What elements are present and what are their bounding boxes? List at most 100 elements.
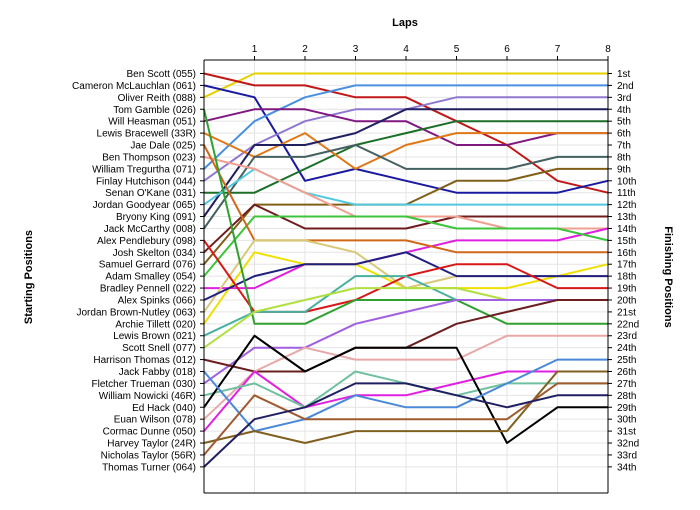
- lap-tick-label: 1: [252, 44, 258, 55]
- finishing-position-label: 1st: [617, 69, 631, 80]
- starting-position-label: Lewis Brown (021): [113, 331, 196, 342]
- starting-position-label: Ed Hack (040): [132, 403, 196, 414]
- starting-position-label: Jordan Brown-Nutley (063): [77, 307, 197, 318]
- starting-position-label: Jordan Goodyear (065): [93, 200, 196, 211]
- series-line-22: [203, 109, 608, 325]
- series-line-27: [203, 334, 608, 420]
- finishing-position-label: 27th: [617, 379, 636, 390]
- finishing-position-label: 32nd: [617, 439, 639, 450]
- lap-tick-label: 6: [504, 44, 510, 55]
- finishing-position-label: 30th: [617, 415, 636, 426]
- finishing-position-label: 19th: [617, 284, 636, 295]
- finishing-position-label: 13th: [617, 212, 636, 223]
- finishing-position-label: 23rd: [617, 331, 637, 342]
- finishing-position-label: 16th: [617, 248, 636, 259]
- finishing-position-label: 14th: [617, 224, 636, 235]
- starting-position-label: Alex Spinks (066): [118, 295, 196, 306]
- series-line-6: [203, 108, 608, 146]
- starting-position-label: Josh Skelton (034): [113, 248, 196, 259]
- starting-position-label: William Nowicki (46R): [99, 391, 196, 402]
- finishing-position-label: 8th: [617, 152, 631, 163]
- starting-position-label: Bryony King (091): [116, 212, 196, 223]
- lap-tick-label: 8: [605, 44, 611, 55]
- series-line-28: [203, 370, 608, 432]
- series-line-4: [203, 84, 608, 170]
- series-line-13: [203, 203, 608, 254]
- finishing-position-label: 2nd: [617, 81, 634, 92]
- starting-position-label: Ben Thompson (023): [102, 152, 196, 163]
- finishing-position-label: 24th: [617, 343, 636, 354]
- starting-position-label: Euan Wilson (078): [114, 415, 196, 426]
- finishing-position-label: 7th: [617, 141, 631, 152]
- series-line-8: [203, 132, 608, 170]
- finishing-position-label: 31st: [617, 427, 636, 438]
- starting-position-label: Adam Smalley (054): [105, 272, 196, 283]
- starting-position-label: Cormac Dunne (050): [103, 427, 196, 438]
- series-line-1: [203, 72, 608, 99]
- starting-position-label: Alex Pendlebury (098): [97, 236, 196, 247]
- finishing-position-label: 5th: [617, 117, 631, 128]
- lap-tick-label: 3: [353, 44, 359, 55]
- finishing-position-label: 4th: [617, 105, 631, 116]
- series-line-34: [203, 382, 608, 468]
- starting-position-label: Bradley Pennell (022): [100, 284, 196, 295]
- starting-position-label: William Tregurtha (071): [92, 164, 196, 175]
- lap-tick-label: 7: [555, 44, 561, 55]
- finishing-position-label: 28th: [617, 391, 636, 402]
- lap-tick-label: 2: [302, 44, 308, 55]
- starting-position-label: Oliver Reith (088): [118, 93, 196, 104]
- finishing-position-label: 11th: [617, 188, 636, 199]
- starting-position-label: Tom Gamble (026): [113, 105, 196, 116]
- series-line-10: [203, 144, 608, 230]
- right-axis-title: Finishing Positions: [662, 226, 674, 327]
- finishing-position-label: 33rd: [617, 450, 637, 461]
- series-line-9: [203, 108, 608, 218]
- series-line-32: [203, 370, 608, 444]
- starting-position-labels: Ben Scott (055)Cameron McLauchlan (061)O…: [72, 69, 196, 473]
- finishing-position-label: 10th: [617, 176, 636, 187]
- finishing-position-label: 17th: [617, 260, 636, 271]
- finishing-position-label: 26th: [617, 367, 636, 378]
- series-line-7: [204, 120, 608, 194]
- finishing-position-label: 6th: [617, 129, 631, 140]
- axes: [200, 56, 612, 494]
- starting-position-label: Lewis Bracewell (33R): [97, 129, 196, 140]
- starting-position-label: Archie Tillett (020): [115, 319, 196, 330]
- finishing-position-label: 22nd: [617, 319, 639, 330]
- starting-position-label: Will Heasman (051): [108, 117, 196, 128]
- lap-tick-label: 4: [403, 44, 409, 55]
- finishing-position-label: 15th: [617, 236, 636, 247]
- finishing-position-label: 29th: [617, 403, 636, 414]
- finishing-position-label: 18th: [617, 272, 636, 283]
- series-line-20: [203, 251, 608, 301]
- starting-position-label: Harvey Taylor (24R): [107, 439, 196, 450]
- starting-position-label: Jae Dale (025): [130, 141, 196, 152]
- starting-position-label: Samuel Gerrard (076): [99, 260, 196, 271]
- series-line-3: [203, 84, 609, 194]
- series-line-31: [203, 358, 608, 433]
- finishing-position-label: 21st: [617, 307, 636, 318]
- lap-tick-labels: 1 2 3 4 5 6 7 8: [252, 44, 612, 55]
- starting-position-label: Scott Snell (077): [122, 343, 196, 354]
- series-layer: [203, 72, 609, 468]
- starting-position-label: Jack McCarthy (008): [104, 224, 196, 235]
- starting-position-label: Harrison Thomas (012): [93, 355, 196, 366]
- series-line-33: [203, 382, 608, 456]
- finishing-position-label: 12th: [617, 200, 636, 211]
- starting-position-label: Senan O'Kane (031): [105, 188, 196, 199]
- finishing-position-label: 25th: [617, 355, 636, 366]
- starting-position-label: Fletcher Trueman (030): [92, 379, 197, 390]
- top-axis-title: Laps: [392, 17, 418, 29]
- finishing-position-labels: 1st2nd3rd4th5th6th7th8th9th10th11th12th1…: [617, 69, 639, 473]
- lap-tick-label: 5: [454, 44, 460, 55]
- starting-position-label: Thomas Turner (064): [102, 462, 196, 473]
- finishing-position-label: 20th: [617, 295, 636, 306]
- starting-position-label: Jack Fabby (018): [119, 367, 196, 378]
- starting-position-label: Cameron McLauchlan (061): [72, 81, 196, 92]
- series-line-30: [203, 334, 608, 444]
- starting-position-label: Nicholas Taylor (56R): [101, 450, 196, 461]
- left-axis-title: Starting Positions: [23, 230, 35, 324]
- finishing-position-label: 9th: [617, 164, 631, 175]
- starting-position-label: Finlay Hutchison (044): [96, 176, 196, 187]
